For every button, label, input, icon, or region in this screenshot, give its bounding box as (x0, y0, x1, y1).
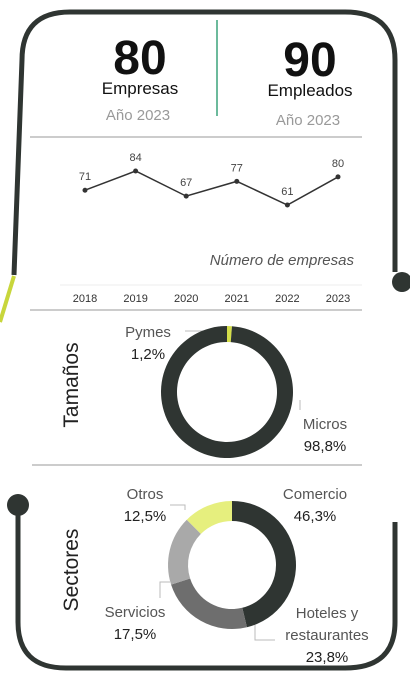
category-label: Comercio (282, 486, 348, 503)
x-tick-label: 2020 (174, 293, 198, 305)
frame-bottom (15, 505, 398, 671)
point (335, 174, 341, 180)
stat-year: Año 2023 (106, 107, 170, 124)
donut-slice (227, 326, 232, 343)
donut-slice (186, 501, 232, 534)
category-label: Hoteles y restaurantes (285, 605, 369, 644)
value-label: 98,8% (303, 438, 347, 455)
stat-value: 90 (283, 34, 336, 87)
value-label: 17,5% (113, 626, 157, 643)
x-tick-label: 2023 (326, 293, 350, 305)
data-label: 77 (231, 162, 243, 174)
stat-label: Empleados (267, 81, 352, 100)
slice-label: Otros 12,5% (105, 484, 185, 528)
data-label: 67 (180, 177, 192, 189)
value-label: 46,3% (293, 508, 337, 525)
slice-label: Micros 98,8% (285, 414, 365, 458)
stat-label: Empresas (102, 79, 179, 98)
point (284, 202, 290, 208)
value-label: 1,2% (130, 346, 166, 363)
stat-year: Año 2023 (276, 112, 340, 129)
slice-label: Hoteles y restaurantes 23,8% (268, 603, 386, 669)
x-tick-label: 2019 (123, 293, 147, 305)
category-label: Otros (126, 486, 164, 503)
point (133, 168, 139, 174)
donut-slice (167, 519, 201, 585)
x-tick-label: 2022 (275, 293, 299, 305)
x-tick-label: 2018 (73, 293, 97, 305)
category-label: Micros (302, 416, 348, 433)
data-label: 84 (129, 152, 141, 164)
donut-slice (232, 501, 296, 628)
point (183, 193, 189, 199)
frame-accent (0, 275, 16, 323)
category-label: Pymes (125, 324, 171, 341)
x-tick-label: 2021 (225, 293, 249, 305)
line (84, 170, 339, 206)
data-label: 61 (281, 186, 293, 198)
slice-label: Servicios 17,5% (95, 602, 175, 646)
data-label: 80 (332, 158, 344, 170)
slice-label: Comercio 46,3% (272, 484, 358, 528)
value-label: 23,8% (305, 649, 349, 666)
point (234, 178, 240, 184)
donut-slice (171, 578, 247, 629)
stat-value: 80 (113, 32, 166, 85)
data-label: 71 (79, 171, 91, 183)
point (82, 187, 88, 193)
slice-label: Pymes 1,2% (108, 322, 188, 366)
chart-title: Tamaños (60, 342, 83, 427)
frame-top (11, 9, 398, 276)
category-label: Servicios (104, 604, 166, 621)
frame-dot (392, 272, 410, 292)
value-label: 12,5% (123, 508, 167, 525)
annotation: Número de empresas (210, 252, 355, 269)
chart-title: Sectores (60, 529, 83, 612)
